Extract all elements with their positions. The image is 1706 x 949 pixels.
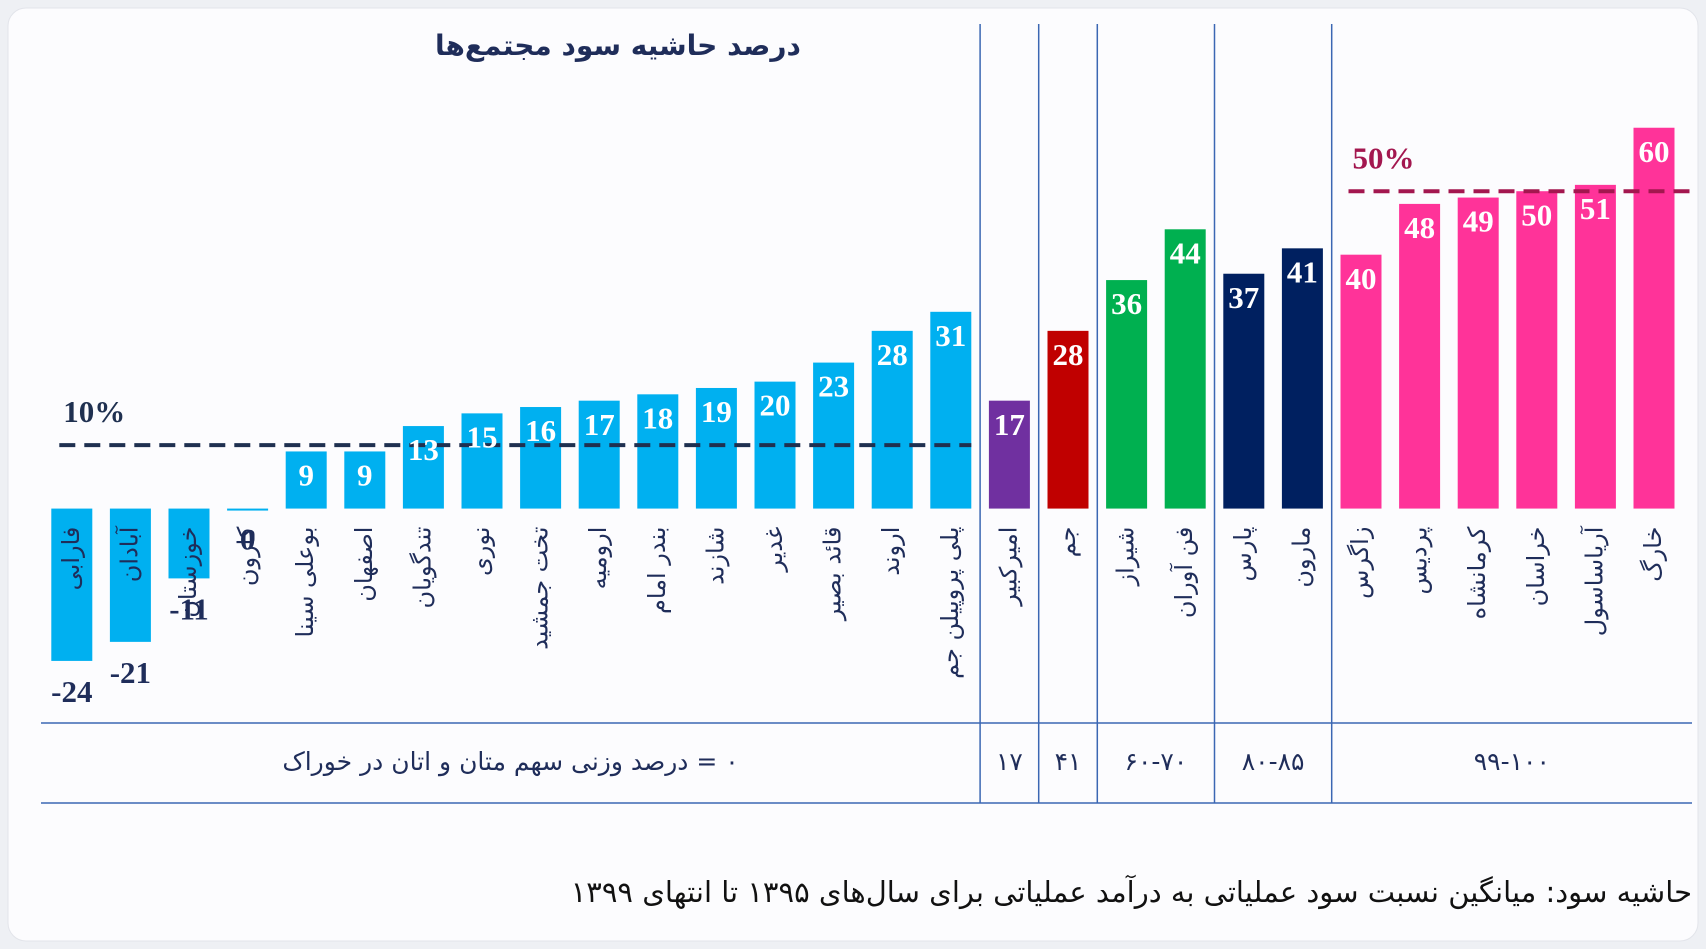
category-label: قائد بصیر <box>819 527 847 622</box>
value-label: 60 <box>1639 134 1670 169</box>
reference-label: 10% <box>63 394 125 429</box>
category-label: بندر امام <box>643 527 671 614</box>
group-label: ۴۱ <box>1055 747 1082 776</box>
value-label: -24 <box>51 674 92 709</box>
category-label: جم <box>1053 527 1081 558</box>
value-label: 48 <box>1404 210 1435 245</box>
category-label: آریاساسول <box>1579 525 1608 636</box>
value-label: 13 <box>408 432 439 467</box>
footnote: حاشیه سود: میانگین نسبت سود عملیاتی به د… <box>571 874 1692 909</box>
bar <box>227 508 269 511</box>
value-label: 9 <box>298 458 314 493</box>
group-label: ۹۹-۱۰۰ <box>1474 747 1550 776</box>
bar <box>109 508 151 642</box>
category-label: غدیر <box>760 527 788 573</box>
value-label: 28 <box>877 337 908 372</box>
chart-title: درصد حاشیه سود مجتمع‌ها <box>435 29 801 62</box>
value-label: 18 <box>642 400 673 435</box>
bar <box>988 400 1030 509</box>
value-label: 36 <box>1111 286 1142 321</box>
category-label: شازند <box>701 527 729 585</box>
group-label: ۸۰-۸۵ <box>1242 747 1305 776</box>
category-label: خراسان <box>1522 527 1550 607</box>
category-label: پارس <box>1229 527 1257 582</box>
category-label: پردیس <box>1405 527 1433 595</box>
bar <box>1399 203 1441 509</box>
bar <box>1281 248 1323 509</box>
bar <box>578 400 620 509</box>
value-label: 40 <box>1346 261 1377 296</box>
category-label: امیرکبیر <box>994 527 1022 607</box>
value-label: 0 <box>240 522 256 557</box>
category-label: تخت جمشید <box>526 527 554 650</box>
value-label: -11 <box>169 592 209 627</box>
category-label: آبادان <box>114 525 143 582</box>
value-label: 23 <box>818 369 849 404</box>
category-label: بوعلی سینا <box>291 527 319 638</box>
bar <box>930 311 972 509</box>
category-label: کرمانشاه <box>1463 526 1491 619</box>
bar <box>1574 184 1616 509</box>
category-label: فن آوران <box>1169 527 1198 619</box>
value-label: -21 <box>110 655 151 690</box>
value-label: 41 <box>1287 254 1318 289</box>
bar <box>871 330 913 509</box>
reference-label: 50% <box>1353 140 1415 175</box>
bar <box>813 362 855 509</box>
value-label: 51 <box>1580 191 1611 226</box>
bar <box>520 407 562 509</box>
bar <box>51 508 93 661</box>
value-label: 15 <box>467 419 498 454</box>
value-label: 20 <box>760 388 791 423</box>
bar <box>637 394 679 509</box>
category-label: نوری <box>467 527 495 576</box>
group-label: ۱۷ <box>996 747 1023 776</box>
category-label: ارومیه <box>584 527 612 590</box>
bar <box>1106 280 1148 509</box>
bar <box>1340 254 1382 509</box>
category-label: اروند <box>877 527 905 576</box>
bar <box>461 413 503 509</box>
bar <box>168 508 210 579</box>
category-label: خوزستان <box>174 527 202 618</box>
bar <box>695 387 737 509</box>
value-label: 17 <box>994 407 1025 442</box>
category-label: شیراز <box>1112 527 1140 587</box>
value-label: 28 <box>1053 337 1084 372</box>
value-label: 19 <box>701 394 732 429</box>
value-label: 17 <box>584 407 615 442</box>
bar <box>1457 197 1499 509</box>
bar <box>402 426 444 509</box>
group-label: ۶۰-۷۰ <box>1125 747 1188 776</box>
bar <box>1633 127 1675 509</box>
value-label: 31 <box>935 318 966 353</box>
value-label: 37 <box>1228 280 1259 315</box>
bar <box>1164 229 1206 509</box>
value-label: 9 <box>357 458 373 493</box>
category-label: پلی پروپیلن جم <box>936 527 964 679</box>
value-label: 50 <box>1521 197 1552 232</box>
group-label: ۰ = درصد وزنی سهم متان و اتان در خوراک <box>282 747 738 777</box>
bar <box>1047 330 1089 509</box>
category-label: فارابی <box>57 527 85 591</box>
category-label: خارگ <box>1639 527 1667 582</box>
value-label: 16 <box>525 413 556 448</box>
bar <box>285 451 327 509</box>
category-label: اصفهان <box>350 527 378 602</box>
category-label: زاگرس <box>1346 527 1374 599</box>
category-label: کارون <box>233 526 261 586</box>
bar <box>1223 273 1265 509</box>
value-label: 44 <box>1170 235 1201 270</box>
value-label: 49 <box>1463 204 1494 239</box>
bar <box>344 451 386 509</box>
category-label: تندگویان <box>408 527 436 609</box>
category-label: مارون <box>1287 527 1315 588</box>
bar <box>1516 191 1558 509</box>
